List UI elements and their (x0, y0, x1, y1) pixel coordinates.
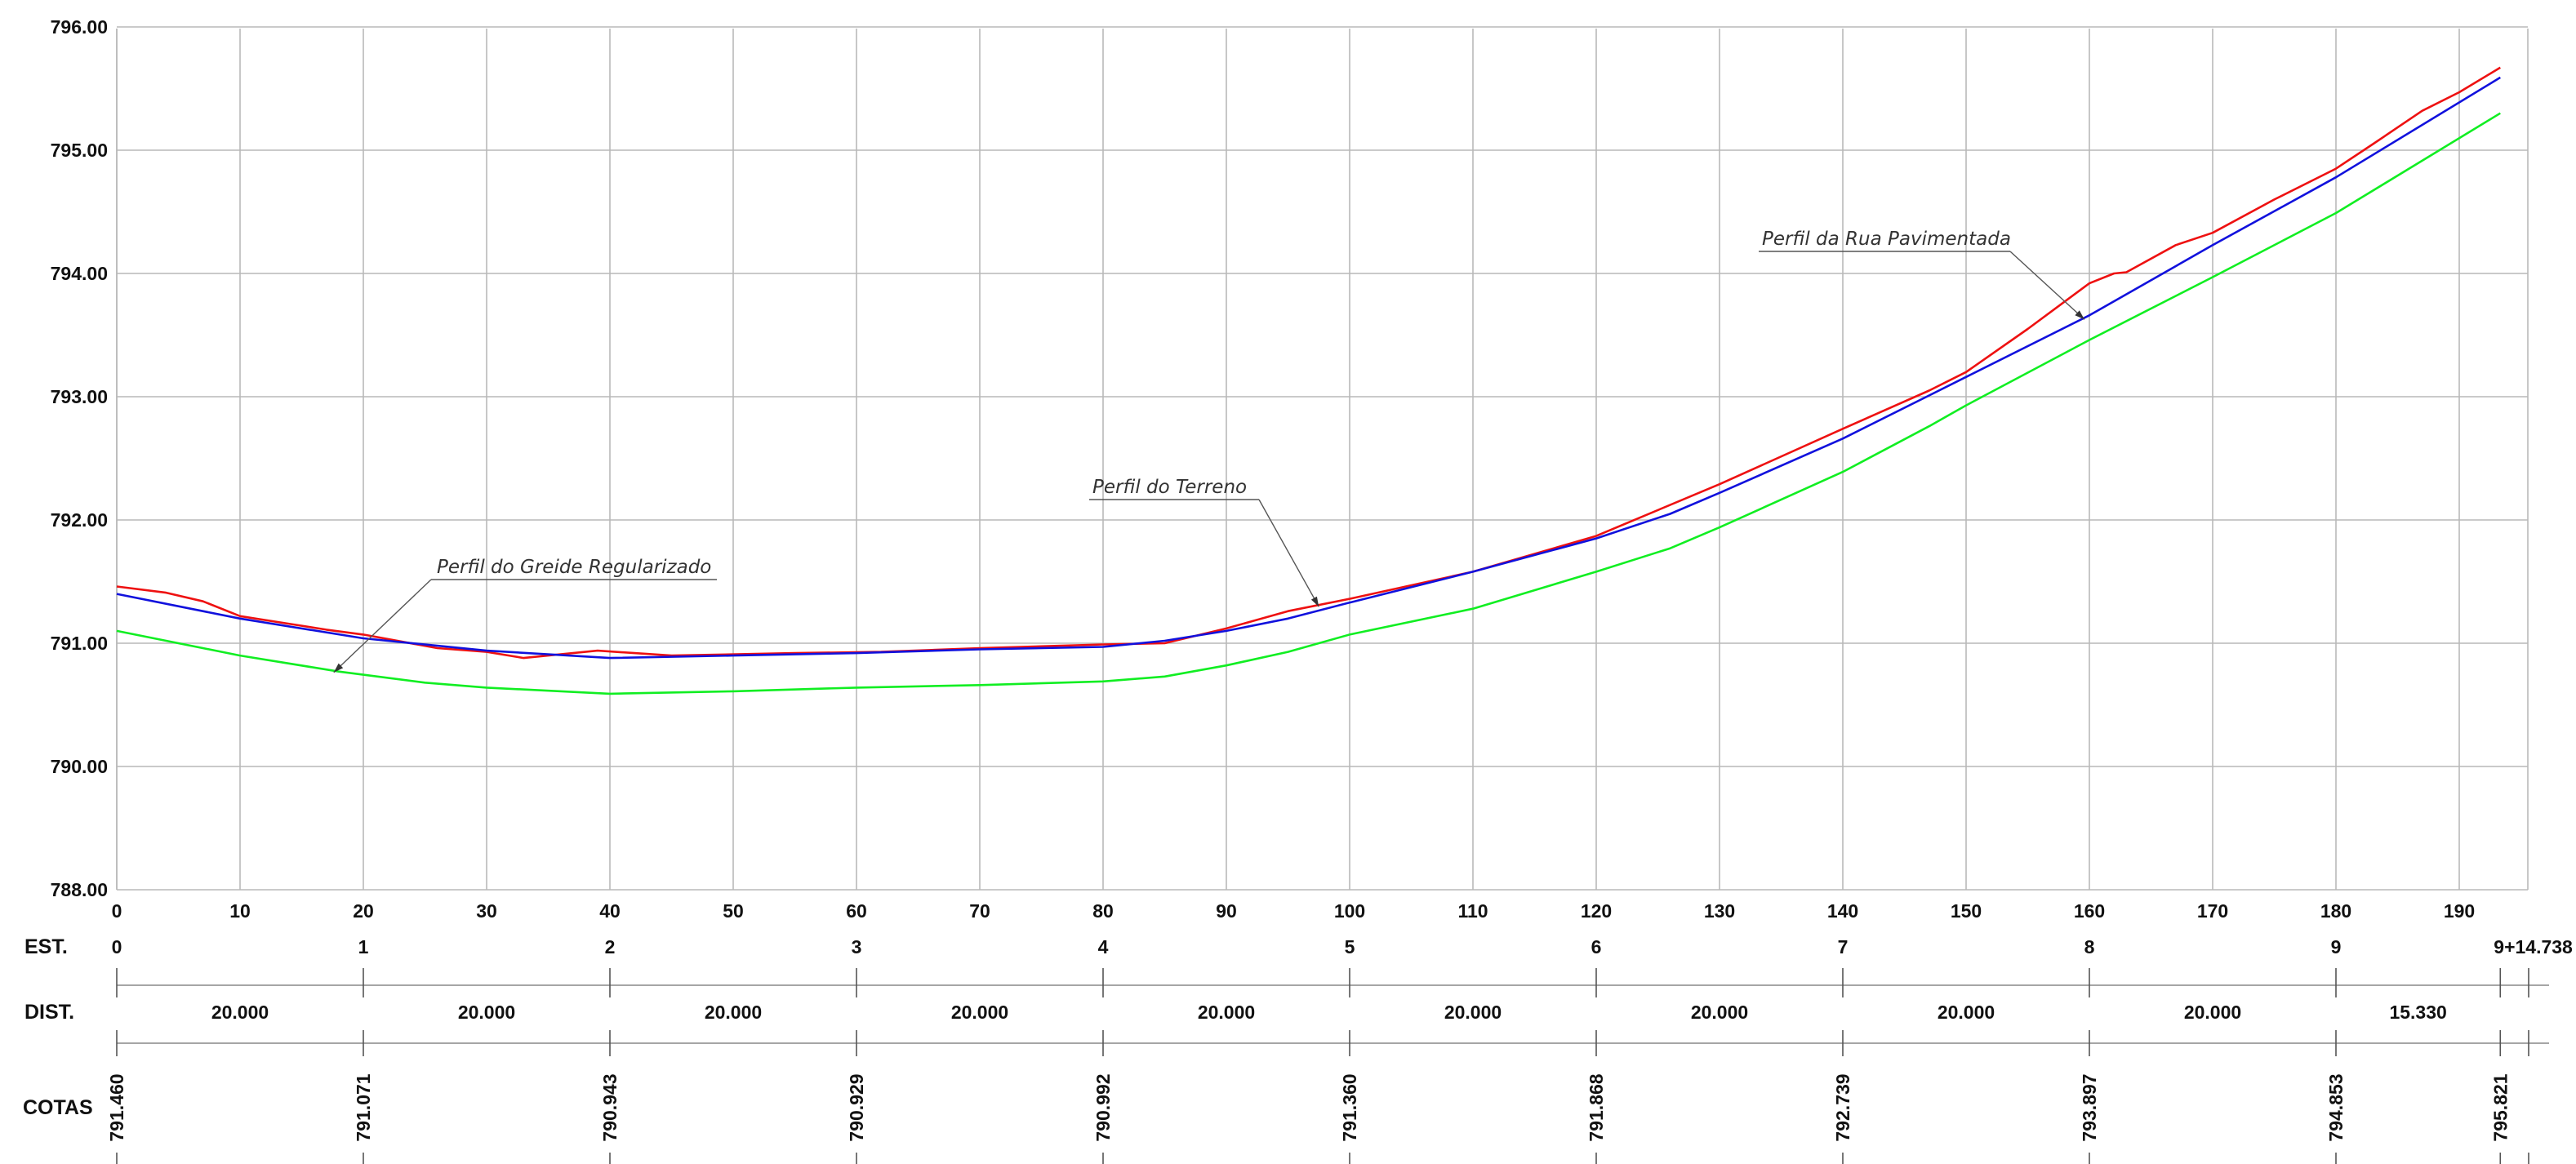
x-tick-label: 170 (2197, 900, 2228, 922)
profile-table: EST. DIST. COTAS 0 791.460 1 791.071 2 790.94… (23, 935, 2573, 1164)
x-tick-label: 30 (476, 900, 497, 922)
dist-value: 20.000 (458, 1002, 515, 1023)
cota-value: 793.897 (2079, 1073, 2100, 1141)
dist-value: 20.000 (1444, 1002, 1502, 1023)
annotation-arrow (2075, 310, 2084, 320)
cota-value: 791.460 (106, 1073, 127, 1141)
cota-value: 790.929 (846, 1073, 867, 1141)
x-tick-label: 150 (1951, 900, 1982, 922)
x-tick-label: 120 (1581, 900, 1612, 922)
x-tick-labels: 0 10 20 30 40 50 60 70 80 90 100 110 120 130 140 150 160… (112, 900, 2476, 922)
y-tick-labels: 788.00 790.00 791.00 792.00 793.00 794.00 795.… (51, 16, 108, 900)
dist-value: 20.000 (2184, 1002, 2241, 1023)
dist-value: 20.000 (951, 1002, 1008, 1023)
annotation-leader (1258, 499, 1319, 607)
y-tick-label: 795.00 (51, 140, 108, 161)
dist-value: 20.000 (1691, 1002, 1748, 1023)
series-line-greide_regularizado (116, 112, 2501, 695)
cota-value: 790.992 (1092, 1073, 1114, 1141)
cota-value: 795.821 (2489, 1073, 2511, 1141)
series-lines (116, 66, 2501, 695)
est-value: 5 (1345, 936, 1355, 957)
y-tick-label: 793.00 (51, 386, 108, 407)
annotation-arrow (1310, 596, 1319, 607)
annotation-leader (333, 579, 432, 673)
annotation-label: Perfil da Rua Pavimentada (1762, 229, 2011, 250)
x-tick-label: 180 (2320, 900, 2351, 922)
grid (116, 26, 2529, 891)
dist-value: 20.000 (1198, 1002, 1255, 1023)
cotas-row-label: COTAS (23, 1096, 93, 1119)
est-value: 2 (605, 936, 616, 957)
est-row-label: EST. (24, 935, 68, 958)
dist-row-label: DIST. (24, 1001, 74, 1024)
y-tick-label: 791.00 (51, 633, 108, 654)
est-value: 8 (2084, 936, 2095, 957)
cota-value: 790.943 (599, 1073, 621, 1141)
series-line-rua_pavimentada (116, 76, 2501, 660)
est-value: 6 (1591, 936, 1602, 957)
est-value: 1 (358, 936, 369, 957)
est-value: 0 (112, 936, 122, 957)
cota-value: 791.868 (1586, 1073, 1607, 1141)
series-line-terreno (116, 66, 2501, 660)
x-tick-label: 90 (1216, 900, 1237, 922)
y-tick-label: 788.00 (51, 879, 108, 900)
annotation-leader (2009, 251, 2085, 320)
x-tick-label: 80 (1092, 900, 1114, 922)
x-tick-label: 10 (229, 900, 251, 922)
dist-value: 15.330 (2389, 1002, 2446, 1023)
x-tick-label: 50 (723, 900, 744, 922)
dist-value: 20.000 (1938, 1002, 1995, 1023)
x-tick-label: 160 (2074, 900, 2105, 922)
cota-value: 791.360 (1339, 1073, 1360, 1141)
annotations: Perfil do Greide Regularizado Perfil do T… (333, 229, 2085, 673)
x-tick-label: 70 (969, 900, 990, 922)
x-tick-label: 140 (1827, 900, 1858, 922)
dist-value: 20.000 (705, 1002, 762, 1023)
x-tick-label: 0 (112, 900, 122, 922)
cota-value: 791.071 (353, 1073, 374, 1141)
cota-value: 792.739 (1832, 1073, 1853, 1141)
cota-value: 794.853 (2325, 1073, 2347, 1141)
x-tick-label: 190 (2444, 900, 2475, 922)
annotation-label: Perfil do Greide Regularizado (437, 557, 711, 578)
x-tick-label: 130 (1704, 900, 1735, 922)
y-tick-label: 792.00 (51, 509, 108, 531)
x-tick-label: 100 (1334, 900, 1365, 922)
x-tick-label: 60 (846, 900, 867, 922)
est-value: 4 (1098, 936, 1109, 957)
est-value: 7 (1838, 936, 1849, 957)
x-tick-label: 40 (599, 900, 621, 922)
est-value: 9+14.738 (2494, 936, 2573, 957)
y-tick-label: 796.00 (51, 16, 108, 38)
dist-value: 20.000 (211, 1002, 269, 1023)
y-tick-label: 790.00 (51, 756, 108, 777)
x-tick-label: 20 (353, 900, 374, 922)
y-tick-label: 794.00 (51, 263, 108, 284)
x-tick-label: 110 (1457, 900, 1488, 922)
annotation-arrow (333, 663, 344, 673)
est-value: 3 (852, 936, 862, 957)
est-value: 9 (2331, 936, 2342, 957)
annotation-label: Perfil do Terreno (1092, 477, 1247, 498)
